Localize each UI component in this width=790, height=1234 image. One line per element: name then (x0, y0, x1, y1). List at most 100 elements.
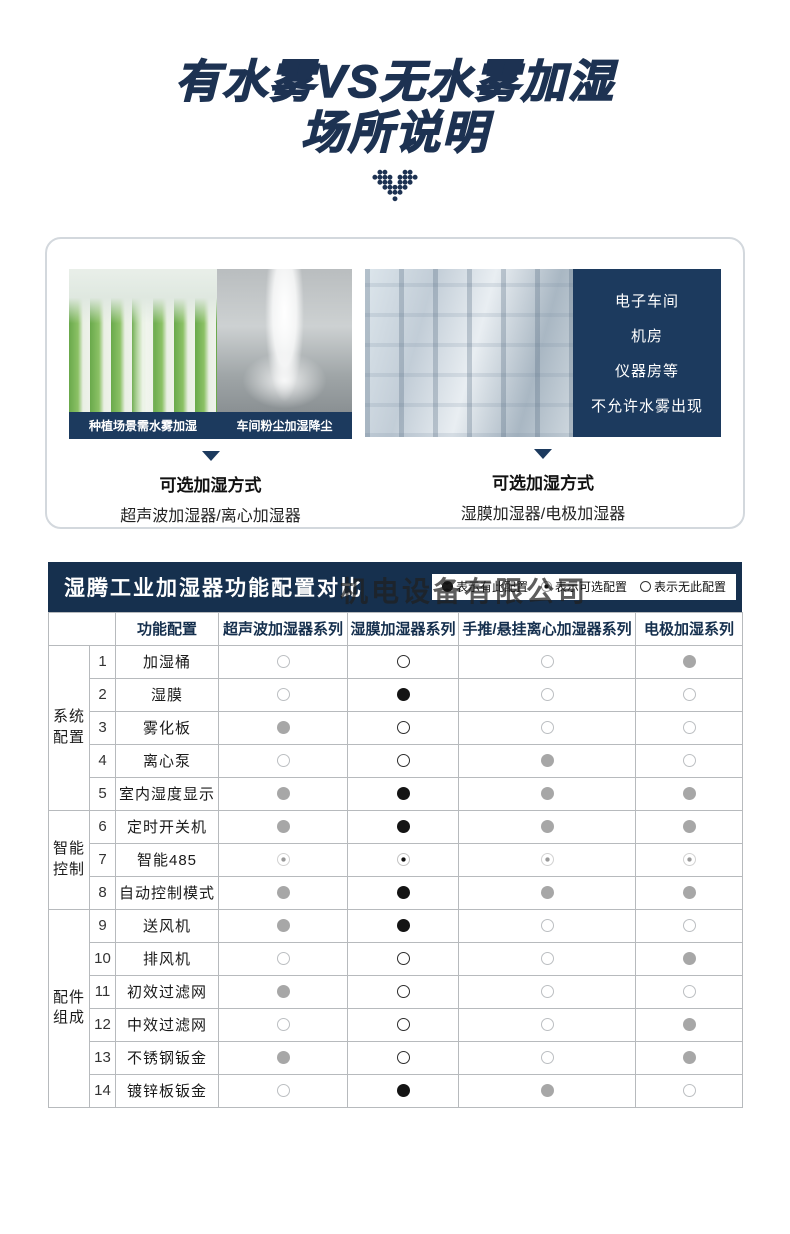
config-dot-none (540, 720, 554, 734)
scene-no-mist: 电子车间 机房 仪器房等 不允许水雾出现 可选加湿方式 湿膜加湿器/电极加湿器 (365, 268, 721, 527)
config-cell (458, 677, 636, 712)
feature-label: 离心泵 (115, 743, 219, 778)
legend-label: 表示有此配置 (455, 580, 528, 595)
down-arrow-icon (534, 448, 552, 459)
feature-label: 加湿桶 (115, 644, 219, 679)
photo-greenhouse (69, 268, 217, 412)
config-dot-none (276, 1083, 290, 1097)
config-dot-none (682, 720, 696, 734)
config-cell (218, 908, 348, 943)
config-cell (218, 875, 348, 910)
row-number: 3 (89, 710, 116, 745)
config-cell (218, 1073, 348, 1108)
config-dot-filled (540, 786, 554, 800)
config-cell (635, 1040, 743, 1075)
config-cell (347, 743, 459, 778)
config-cell (347, 776, 459, 811)
legend-item-optional: 表示可选配置 (540, 578, 627, 595)
feature-label: 中效过滤网 (115, 1007, 219, 1042)
config-dot-filled (540, 1083, 554, 1097)
row-number: 10 (89, 941, 116, 976)
feature-label: 智能485 (115, 842, 219, 877)
config-cell (635, 776, 743, 811)
table-row: 5 室内湿度显示 (49, 776, 743, 811)
config-dot-none (682, 753, 696, 767)
empty-dot-icon (639, 581, 651, 593)
feature-comparison-table: 功能配置 超声波加湿器系列 湿膜加湿器系列 手推/悬挂离心加湿器系列 电极加湿系… (48, 611, 743, 1108)
config-cell (347, 974, 459, 1009)
feature-label: 送风机 (115, 908, 219, 943)
config-cell (218, 842, 348, 877)
config-dot-none (276, 654, 290, 668)
config-cell (218, 1040, 348, 1075)
config-dot-none (682, 984, 696, 998)
config-dot-filled (540, 753, 554, 767)
config-dot-filled (396, 885, 410, 899)
header-series-ultrasonic: 超声波加湿器系列 (218, 611, 348, 646)
table-row: 4 离心泵 (49, 743, 743, 778)
header-empty-cell (48, 611, 116, 646)
feature-label: 湿膜 (115, 677, 219, 712)
page-title-line2: 场所说明 (300, 106, 489, 159)
group-cell: 智能控制 (48, 809, 90, 910)
config-cell (218, 941, 348, 976)
table-row: 3 雾化板 (49, 710, 743, 745)
table-header-row: 功能配置 超声波加湿器系列 湿膜加湿器系列 手推/悬挂离心加湿器系列 电极加湿系… (48, 611, 743, 646)
row-number: 8 (89, 875, 116, 910)
config-dot-none (540, 654, 554, 668)
table-title-bar: 湿腾工业加湿器功能配置对比 表示有此配置 表示可选配置 表示无此配置 (48, 561, 742, 612)
config-dot-none (682, 918, 696, 932)
mist-allowed-media: 种植场景需水雾加湿 车间粉尘加湿降尘 (69, 268, 352, 439)
method-detail-right: 湿膜加湿器/电极加湿器 (460, 505, 626, 523)
config-cell (635, 908, 743, 943)
config-cell (218, 644, 348, 679)
method-title-right: 可选加湿方式 (492, 473, 594, 493)
legend-item-has: 表示有此配置 (441, 578, 528, 595)
table-row: 7 智能485 (49, 842, 743, 877)
config-cell (218, 809, 348, 844)
config-cell (458, 743, 636, 778)
config-cell (218, 776, 348, 811)
comparison-table-section: 机电设备有限公司 湿腾工业加湿器功能配置对比 表示有此配置 表示可选配置 表示无… (48, 561, 743, 1108)
config-cell (347, 908, 459, 943)
config-dot-none (396, 1017, 410, 1031)
config-dot-none (396, 720, 410, 734)
config-dot-filled (682, 654, 696, 668)
group-cell: 配件组成 (48, 908, 90, 1108)
config-cell (347, 941, 459, 976)
scene-mist-allowed: 种植场景需水雾加湿 车间粉尘加湿降尘 可选加湿方式 超声波加湿器/离心加湿器 (69, 268, 352, 527)
row-number: 9 (89, 908, 116, 943)
legend-item-none: 表示无此配置 (639, 578, 726, 595)
config-cell (347, 1040, 459, 1075)
table-row: 配件组成 9 送风机 (48, 908, 743, 1108)
table-row: 智能控制 6 定时开关机 (48, 809, 743, 910)
config-dot-optional (276, 852, 290, 866)
config-dot-none (540, 1050, 554, 1064)
config-dot-filled (396, 786, 410, 800)
config-dot-filled (682, 819, 696, 833)
config-cell (347, 875, 459, 910)
row-number: 2 (89, 677, 116, 712)
row-number: 4 (89, 743, 116, 778)
config-cell (347, 1007, 459, 1042)
row-number: 14 (89, 1073, 116, 1108)
config-dot-filled (276, 819, 290, 833)
row-number: 13 (89, 1040, 116, 1075)
page-title: 有水雾VS无水雾加湿 场所说明 (0, 55, 790, 159)
table-row: 13 不锈钢钣金 (49, 1040, 743, 1075)
table-row: 8 自动控制模式 (49, 875, 743, 910)
table-row: 12 中效过滤网 (49, 1007, 743, 1042)
dotted-arrow-icon (0, 167, 790, 209)
config-dot-none (276, 753, 290, 767)
config-dot-optional (540, 852, 554, 866)
dotted-v-icon (372, 169, 418, 201)
config-cell (635, 809, 743, 844)
table-title: 湿腾工业加湿器功能配置对比 (64, 576, 363, 600)
legend: 表示有此配置 表示可选配置 表示无此配置 (431, 573, 736, 600)
config-cell (635, 710, 743, 745)
config-cell (458, 1040, 636, 1075)
row-number: 11 (89, 974, 116, 1009)
scene-card: 种植场景需水雾加湿 车间粉尘加湿降尘 可选加湿方式 超声波加湿器/离心加湿器 电… (45, 236, 745, 529)
config-dot-optional (396, 852, 410, 866)
config-dot-filled (540, 819, 554, 833)
